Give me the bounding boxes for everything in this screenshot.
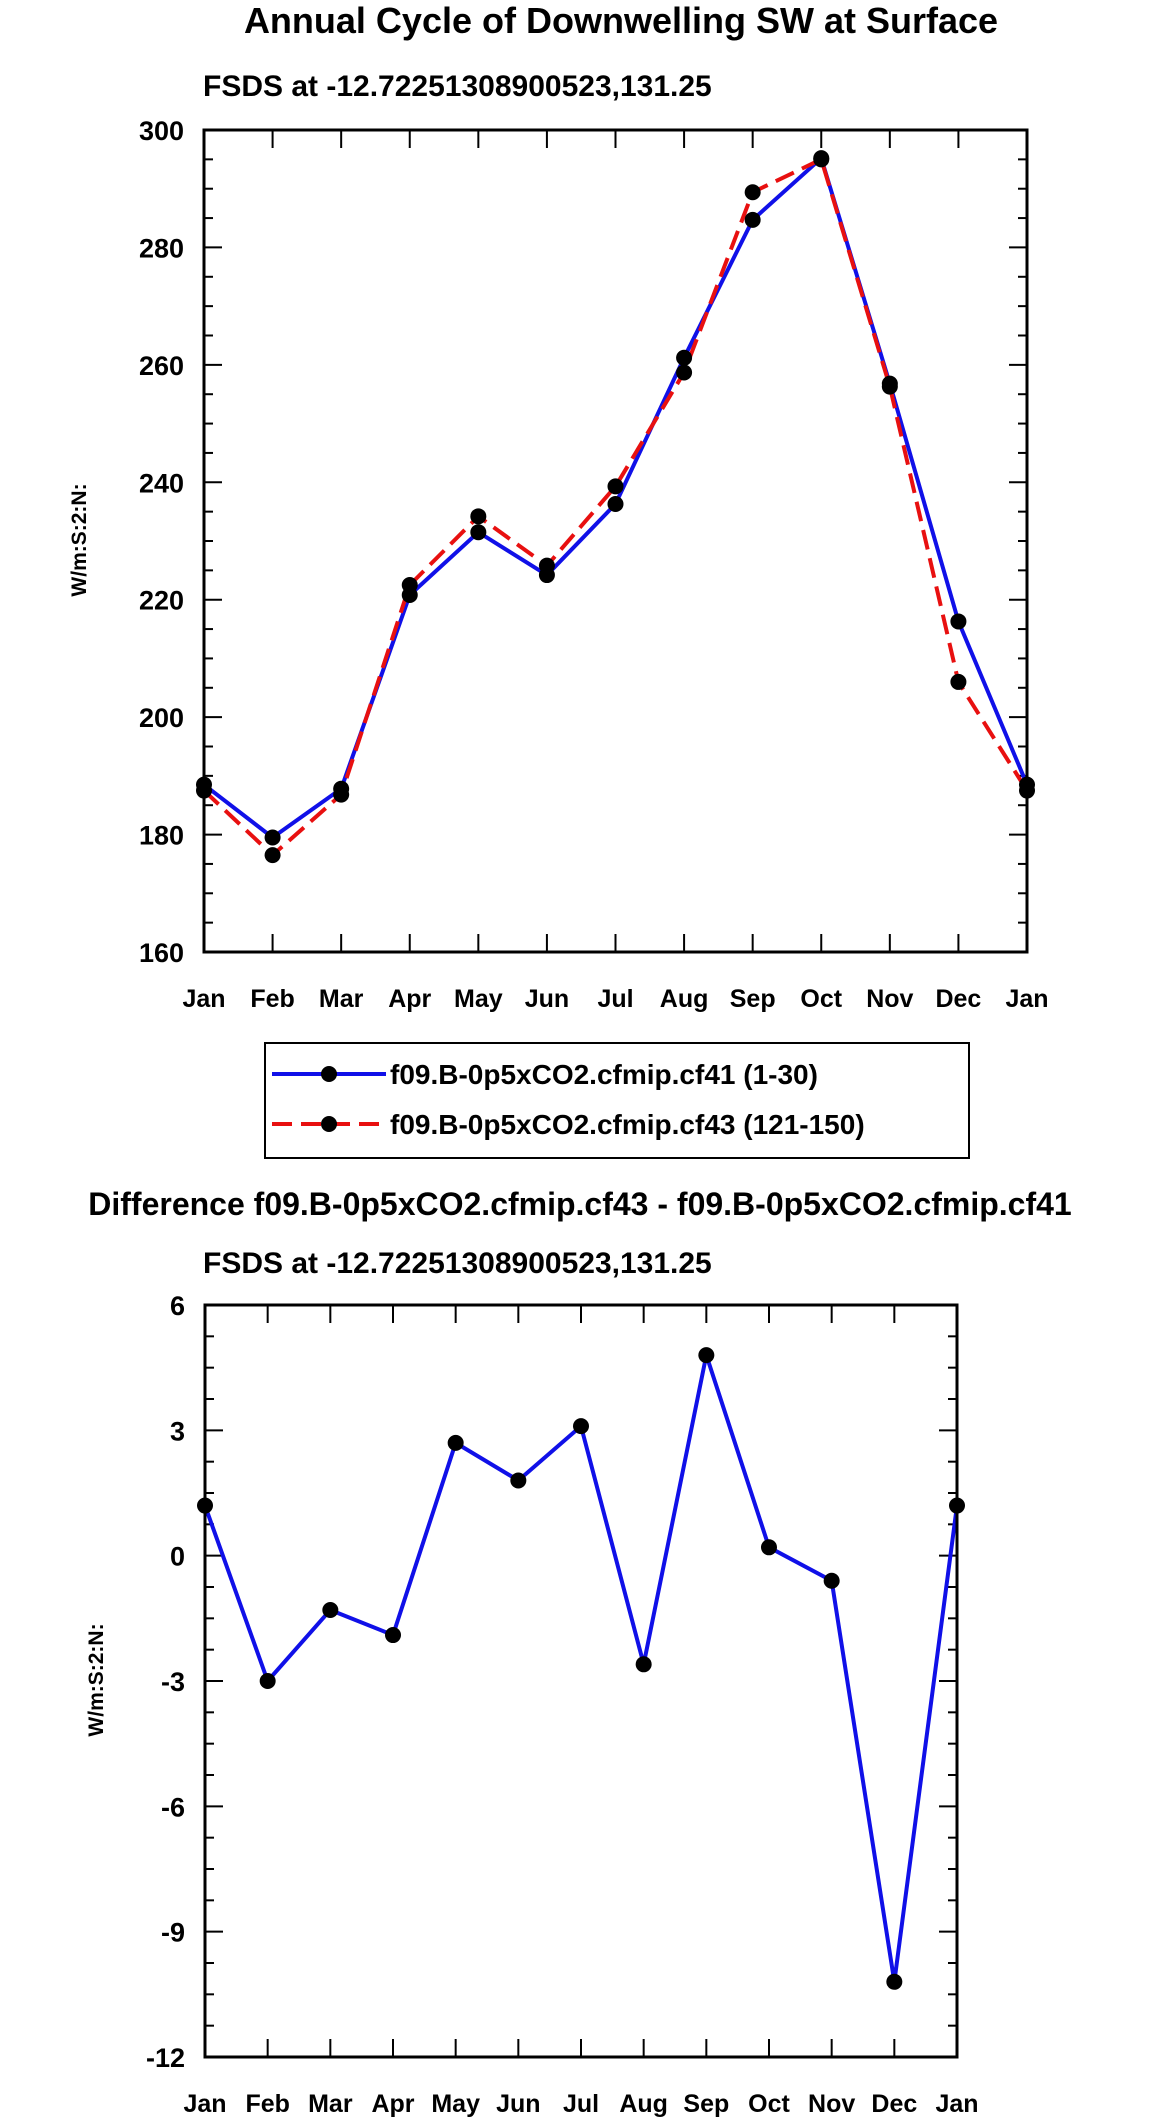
y-tick-label: 3 (170, 1416, 185, 1446)
axis-ticks (204, 1304, 958, 2058)
y-tick-label: 200 (139, 703, 184, 733)
y-tick-label: -12 (146, 2043, 185, 2073)
chart-subtitle: FSDS at -12.72251308900523,131.25 (203, 70, 712, 103)
data-point (813, 151, 830, 168)
x-tick-label: Jan (1005, 985, 1048, 1013)
x-tick-label: Mar (308, 2090, 353, 2118)
x-tick-label: Jul (597, 985, 633, 1013)
x-tick-label: Feb (250, 985, 294, 1013)
plot-frame (203, 1303, 959, 2059)
series-layer (196, 150, 1035, 864)
series-layer (197, 1347, 965, 1990)
y-tick-label: -9 (161, 1918, 185, 1948)
data-point (881, 378, 898, 395)
y-tick-label: 260 (139, 351, 184, 381)
annual-cycle-chart: Annual Cycle of Downwelling SW at Surfac… (68, 0, 1049, 1013)
y-tick-label: -6 (161, 1792, 185, 1822)
y-tick-label: 240 (139, 468, 184, 498)
x-tick-label: Jun (525, 985, 569, 1013)
x-tick-label: Oct (748, 2090, 790, 2118)
data-point (744, 211, 761, 228)
x-tick-label: Dec (871, 2090, 917, 2118)
axis-ticks (203, 129, 1028, 953)
legend-box (264, 1042, 970, 1159)
y-axis-label: W/m:S:2:N: (85, 1623, 108, 1736)
data-point (259, 1673, 276, 1689)
y-tick-label: 280 (139, 233, 184, 263)
x-tick-label: Jul (563, 2090, 599, 2118)
difference-chart: Difference f09.B-0p5xCO2.cfmip.cf43 - f0… (85, 1186, 1072, 2118)
data-point (322, 1601, 339, 1618)
y-tick-label: 220 (139, 586, 184, 616)
legend-entry-cf41: f09.B-0p5xCO2.cfmip.cf41 (1-30) (272, 1059, 818, 1090)
data-point (823, 1572, 840, 1589)
y-tick-label: 300 (139, 116, 184, 146)
x-tick-labels: Jan Feb Mar Apr May Jun Jul Aug Sep Oct Nov Dec Jan (183, 2090, 978, 2118)
y-tick-labels: 160 180 200 220 240 260 280 300 (139, 116, 184, 968)
x-tick-label: Jan (182, 985, 225, 1013)
x-tick-label: Sep (683, 2090, 729, 2118)
legend-entry-cf43: f09.B-0p5xCO2.cfmip.cf43 (121-150) (272, 1109, 865, 1140)
data-point (401, 577, 418, 594)
x-tick-label: Nov (808, 2090, 855, 2118)
data-point (676, 349, 693, 366)
x-tick-label: Jun (496, 2090, 540, 2118)
data-point (676, 364, 693, 381)
y-tick-label: 160 (139, 938, 184, 968)
x-tick-label: Aug (619, 2090, 668, 2118)
x-tick-label: Apr (371, 2090, 414, 2118)
plot-frame (202, 128, 1029, 954)
legend-marker-cf41 (321, 1066, 337, 1082)
x-tick-label: Sep (730, 985, 776, 1013)
legend: f09.B-0p5xCO2.cfmip.cf41 (1-30) f09.B-0p… (264, 1042, 970, 1159)
data-point (950, 673, 967, 690)
x-tick-label: Nov (866, 985, 913, 1013)
x-tick-label: Jan (935, 2090, 978, 2118)
data-point (886, 1973, 903, 1990)
data-point (573, 1418, 589, 1435)
x-tick-label: Aug (660, 985, 709, 1013)
data-point (264, 847, 281, 864)
y-tick-label: 6 (170, 1291, 185, 1321)
y-tick-label: 0 (170, 1542, 185, 1572)
x-tick-label: Apr (388, 985, 431, 1013)
x-tick-label: May (431, 2090, 480, 2118)
x-tick-label: Mar (319, 985, 364, 1013)
x-tick-label: Feb (245, 2090, 289, 2118)
y-tick-label: -3 (161, 1667, 185, 1697)
x-tick-label: May (454, 985, 503, 1013)
x-tick-label: Dec (935, 985, 981, 1013)
data-point (470, 524, 487, 541)
data-point (447, 1434, 464, 1451)
chart-title: Annual Cycle of Downwelling SW at Surfac… (244, 0, 998, 41)
data-point (264, 829, 281, 846)
legend-marker-cf43 (321, 1116, 337, 1132)
data-point (607, 496, 624, 513)
data-point (761, 1539, 777, 1556)
y-tick-labels: -12 -9 -6 -3 0 3 6 (146, 1291, 185, 2073)
data-point (470, 508, 487, 525)
data-point (950, 613, 967, 630)
data-point (385, 1627, 401, 1644)
y-axis-label: W/m:S:2:N: (68, 483, 91, 596)
legend-label-cf43: f09.B-0p5xCO2.cfmip.cf43 (121-150) (390, 1109, 865, 1140)
data-point (538, 557, 555, 574)
data-point (510, 1472, 527, 1489)
data-point (333, 786, 350, 803)
chart-subtitle: FSDS at -12.72251308900523,131.25 (203, 1247, 712, 1280)
chart-title: Difference f09.B-0p5xCO2.cfmip.cf43 - f0… (88, 1186, 1071, 1222)
data-point (698, 1347, 715, 1364)
x-tick-label: Jan (183, 2090, 226, 2118)
data-point (635, 1656, 652, 1673)
data-point (607, 478, 624, 495)
y-tick-label: 180 (139, 821, 184, 851)
x-tick-labels: Jan Feb Mar Apr May Jun Jul Aug Sep Oct Nov Dec Jan (182, 985, 1048, 1013)
data-point (744, 184, 761, 201)
x-tick-label: Oct (800, 985, 842, 1013)
series-line (203, 1353, 959, 1984)
legend-label-cf41: f09.B-0p5xCO2.cfmip.cf41 (1-30) (390, 1059, 818, 1090)
